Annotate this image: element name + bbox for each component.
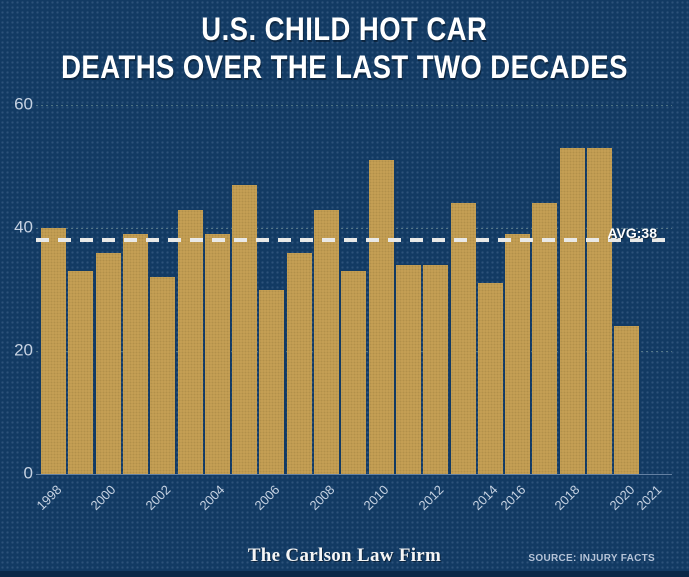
bar-2010	[368, 160, 394, 474]
x-axis-label-2012: 2012	[415, 482, 447, 514]
bar-2000	[95, 252, 121, 474]
gridline-60	[36, 105, 672, 106]
bar-2002	[150, 277, 176, 474]
x-axis-label-1998: 1998	[33, 482, 65, 514]
bar-2005	[232, 184, 258, 474]
bar-2017	[532, 203, 558, 474]
average-dashed-line	[36, 238, 670, 243]
x-axis-label-2014: 2014	[469, 482, 501, 514]
bar-2011	[395, 264, 421, 474]
bar-2012	[423, 264, 449, 474]
y-axis-label-60: 60	[14, 94, 33, 114]
x-axis-label-2004: 2004	[196, 482, 228, 514]
bar-2001	[122, 234, 148, 474]
bar-2006	[259, 289, 285, 474]
x-axis-label-2002: 2002	[142, 482, 174, 514]
x-axis-label-2020: 2020	[606, 482, 638, 514]
x-axis-label-2006: 2006	[251, 482, 283, 514]
bar-2003	[177, 209, 203, 474]
bar-2009	[341, 271, 367, 474]
bar-2013	[450, 203, 476, 474]
bar-2018	[559, 148, 585, 474]
source-note: SOURCE: INJURY FACTS	[528, 553, 655, 564]
average-label: AVG:38	[607, 225, 657, 241]
x-axis-line	[36, 474, 672, 475]
chart-title: U.S. CHILD HOT CAR DEATHS OVER THE LAST …	[0, 10, 689, 86]
bar-2020	[614, 326, 640, 474]
brand-footer: The Carlson Law Firm	[247, 545, 442, 566]
bar-2008	[314, 209, 339, 474]
gridline-40	[36, 228, 672, 229]
bar-2016	[505, 234, 531, 474]
title-line-1: U.S. CHILD HOT CAR	[201, 11, 488, 47]
x-axis-label-2018: 2018	[551, 482, 583, 514]
x-axis-label-2008: 2008	[306, 482, 338, 514]
bar-2007	[286, 252, 312, 474]
bottom-strip	[0, 571, 689, 577]
y-axis-label-0: 0	[23, 463, 33, 483]
x-axis-label-2016: 2016	[497, 482, 529, 514]
bar-2019	[587, 148, 612, 474]
y-axis-label-40: 40	[14, 217, 33, 237]
x-axis-label-2021: 2021	[633, 482, 665, 514]
y-axis-label-20: 20	[14, 340, 33, 360]
bar-2004	[204, 234, 230, 474]
title-line-2: DEATHS OVER THE LAST TWO DECADES	[61, 49, 628, 85]
x-axis-label-2000: 2000	[87, 482, 119, 514]
bar-2014	[477, 283, 503, 474]
bar-1998	[41, 228, 66, 474]
bar-1999	[68, 271, 94, 474]
x-axis-label-2010: 2010	[360, 482, 392, 514]
